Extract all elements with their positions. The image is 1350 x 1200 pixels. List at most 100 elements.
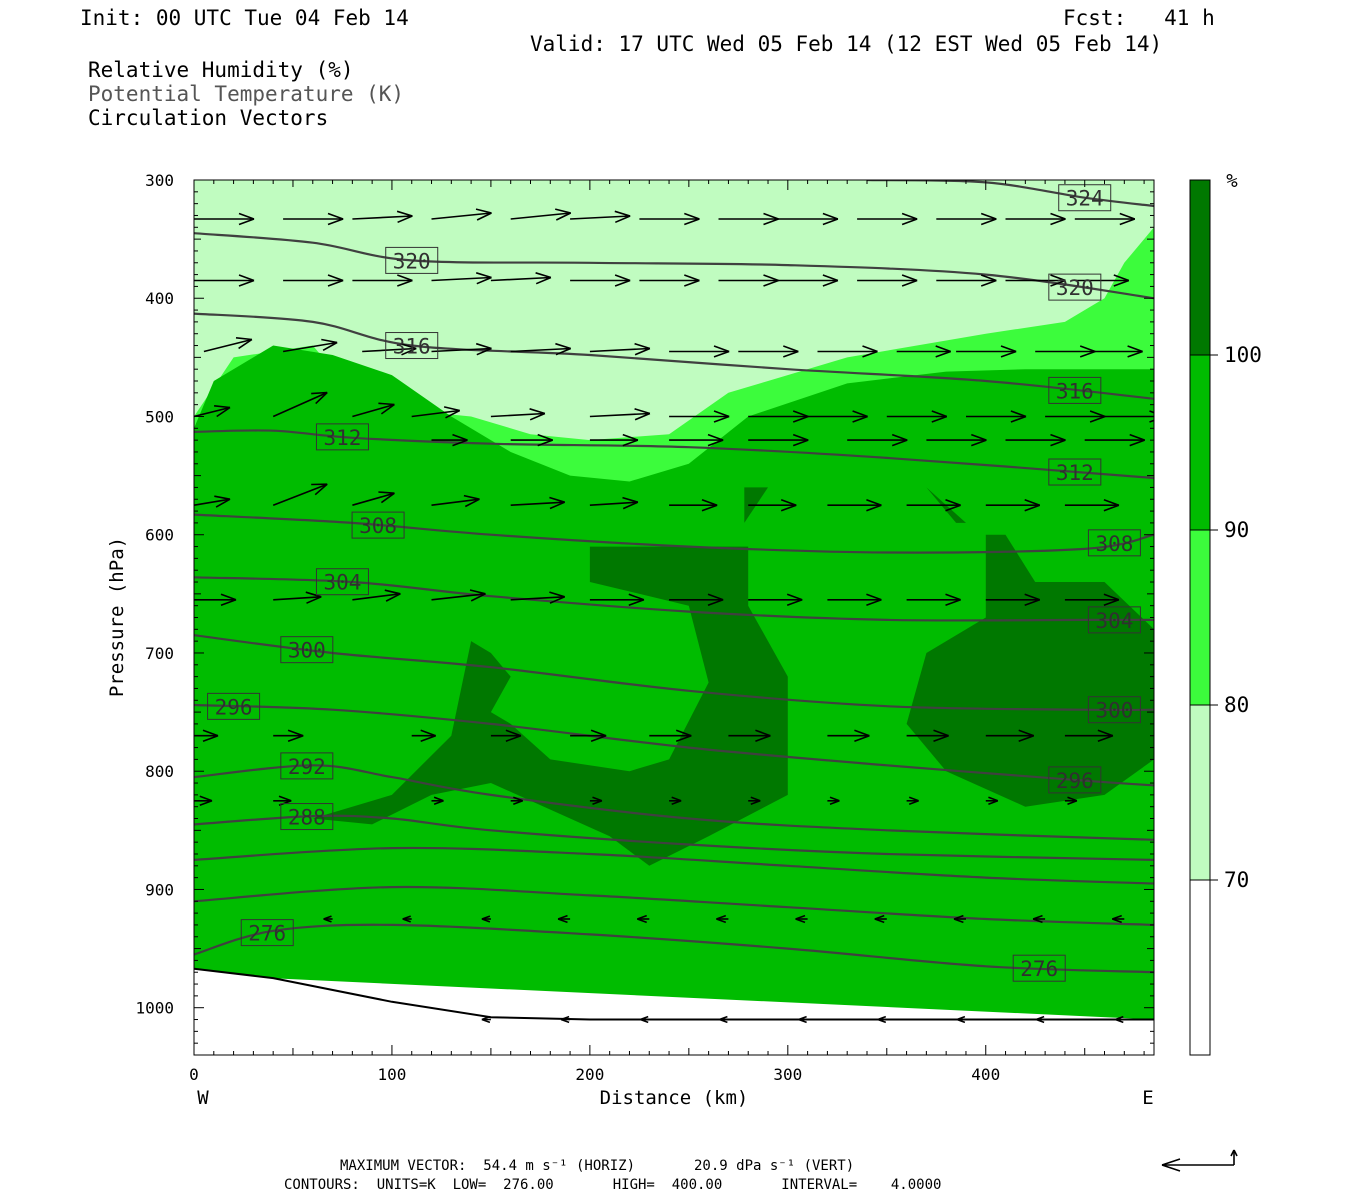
vector-head [592, 800, 603, 805]
theta-label-text: 324 [1066, 187, 1104, 211]
vector-head [763, 279, 779, 287]
circulation-vector-arrow [589, 433, 639, 447]
circulation-vector-arrow [1064, 593, 1120, 606]
circulation-vector-arrow [1115, 1015, 1125, 1024]
circulation-vector-arrow [1094, 345, 1143, 358]
vector-head [433, 800, 444, 805]
vector-shaft [510, 596, 565, 601]
vector-head [1127, 345, 1143, 353]
vector-head [215, 498, 231, 508]
theta-label-box [385, 332, 439, 360]
vector-head [327, 274, 344, 282]
circulation-vector-arrow [194, 495, 231, 508]
circulation-vector-arrow [1074, 212, 1136, 226]
circulation-vector-arrow [857, 274, 918, 287]
circulation-vector-arrow [1035, 1015, 1046, 1024]
theta-label-box [1012, 954, 1066, 982]
vector-head [1119, 218, 1136, 226]
theta-label-296: 296 [207, 692, 261, 720]
vector-head [614, 210, 631, 217]
vector-shaft [570, 215, 631, 220]
vector-head [637, 918, 647, 924]
circulation-vector-arrow [352, 210, 413, 224]
circulation-vector-arrow [431, 589, 486, 602]
circulation-vector-arrow [966, 410, 1027, 423]
vector-head [798, 1018, 807, 1024]
vector-head [476, 347, 492, 356]
vector-head [378, 491, 395, 494]
circulation-vector-arrow [510, 342, 572, 356]
east-label: E [1142, 1087, 1153, 1109]
circulation-vector-arrow [431, 433, 468, 447]
circulation-vector-arrow [431, 494, 480, 508]
theta-contour-320 [194, 232, 1154, 300]
circulation-vector-arrow [718, 274, 779, 287]
circulation-vector-arrow [431, 796, 444, 805]
circulation-vector-arrow [669, 796, 682, 805]
vector-head [1010, 410, 1027, 418]
vector-head [397, 215, 413, 224]
vector-head [238, 338, 253, 350]
vector-head [380, 492, 395, 504]
vector-head [792, 433, 809, 441]
vector-head [684, 279, 700, 287]
circulation-vector-arrow [716, 914, 729, 924]
circulation-vector-arrow [956, 1015, 966, 1024]
vector-head [1018, 734, 1035, 742]
circulation-vector-arrow [272, 483, 328, 506]
vector-head [953, 918, 964, 924]
vector-head [716, 914, 727, 920]
vector-head [555, 208, 571, 214]
circulation-vector-arrow [352, 274, 413, 287]
circulation-vector-arrow [874, 914, 887, 924]
vector-head [628, 593, 645, 601]
vector-head [1010, 415, 1027, 423]
vector-head [931, 415, 948, 423]
circulation-vector-arrow [411, 729, 436, 742]
circulation-vector-arrow [719, 1015, 729, 1024]
vector-head [1089, 415, 1106, 423]
rh-region-100+ [312, 546, 788, 866]
y-tick-label: 600 [145, 526, 174, 545]
theta-label-box [315, 423, 369, 451]
theta-label-box [1048, 376, 1102, 404]
vector-head [235, 337, 252, 341]
vector-head [560, 1015, 570, 1021]
reference-vector-icon [1161, 1149, 1238, 1172]
vector-head [822, 274, 839, 282]
vector-head [988, 796, 999, 802]
vector-head [592, 796, 603, 802]
vector-head [1024, 498, 1041, 506]
circulation-vector-arrow [283, 274, 344, 287]
vector-head [980, 274, 997, 282]
vector-head [891, 439, 908, 447]
vector-head [452, 439, 468, 447]
vector-head [1035, 1015, 1045, 1021]
vector-shaft [362, 347, 417, 353]
vector-head [402, 918, 411, 923]
circulation-vector-arrow [1032, 914, 1046, 924]
theta-label-box [1048, 273, 1102, 301]
circulation-vector-arrow [985, 796, 999, 805]
vector-shaft [431, 593, 486, 601]
vector-head [854, 734, 870, 742]
theta-contour-312 [194, 429, 1154, 480]
vector-head [792, 439, 809, 447]
vector-head [901, 212, 918, 220]
vector-head [634, 342, 651, 350]
vector-head [549, 591, 565, 598]
theta-contour-292 [194, 764, 1154, 841]
circulation-vector-arrow [985, 729, 1035, 742]
vector-head [822, 279, 839, 287]
vector-shaft [589, 501, 638, 506]
rh-region-100+ [744, 487, 768, 523]
vector-head [822, 212, 839, 220]
colorbar-label: 80 [1224, 693, 1249, 717]
vector-head [555, 212, 572, 221]
vector-shaft [490, 412, 545, 418]
circulation-vector-arrow [777, 274, 839, 287]
circulation-vector-arrow [748, 433, 809, 447]
vector-head [671, 796, 682, 802]
vector-head [713, 345, 730, 353]
vector-head [549, 496, 565, 503]
